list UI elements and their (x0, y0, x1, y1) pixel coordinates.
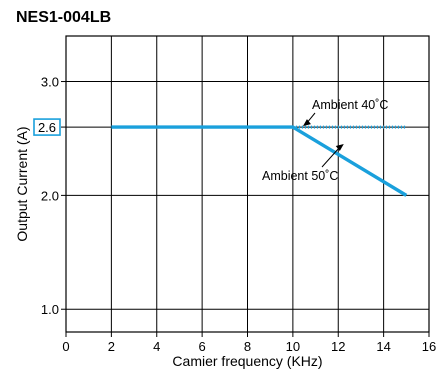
arrowhead-icon (335, 144, 344, 152)
tick-labels: 0 2 4 6 8 10 12 14 16 1.0 2.0 3.0 2.6 (33, 75, 436, 354)
grid (66, 36, 429, 332)
y-tick-label: 1.0 (41, 302, 59, 317)
x-tick-label: 12 (331, 339, 345, 354)
x-tick-label: 8 (244, 339, 251, 354)
x-tick-label: 16 (422, 339, 436, 354)
annotation-ambient-50: Ambient 50˚C (262, 169, 338, 183)
x-tick-label: 4 (153, 339, 160, 354)
x-tick-label: 14 (376, 339, 390, 354)
chart-title: NES1-004LB (16, 9, 112, 26)
highlight-tick-box (33, 118, 61, 136)
x-tick-label: 0 (62, 339, 69, 354)
arrowhead-icon (302, 119, 311, 127)
annotation-ambient-40: Ambient 40˚C (312, 98, 388, 112)
highlight-tick-label: 2.6 (38, 120, 56, 135)
x-axis-label: Camier frequency (KHz) (172, 353, 322, 369)
y-tick-label: 2.0 (41, 188, 59, 203)
y-tick-label: 3.0 (41, 75, 59, 90)
series-layer (111, 125, 408, 197)
x-tick-label: 2 (108, 339, 115, 354)
x-tick-label: 6 (199, 339, 206, 354)
y-axis-label: Output Current (A) (14, 126, 30, 241)
annotations: Ambient 40˚C Ambient 50˚C (262, 98, 388, 183)
series-line-2 (111, 125, 408, 197)
annotation-arrow-50 (321, 145, 342, 168)
x-tick-label: 10 (286, 339, 300, 354)
